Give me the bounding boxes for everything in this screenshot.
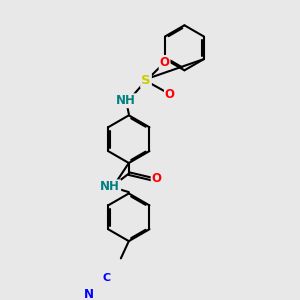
Text: O: O bbox=[160, 56, 170, 69]
Text: O: O bbox=[165, 88, 175, 100]
Text: NH: NH bbox=[100, 180, 120, 193]
Text: C: C bbox=[102, 273, 110, 283]
Text: O: O bbox=[152, 172, 162, 185]
Text: NH: NH bbox=[116, 94, 136, 107]
Text: N: N bbox=[84, 288, 94, 300]
Text: S: S bbox=[141, 74, 151, 87]
